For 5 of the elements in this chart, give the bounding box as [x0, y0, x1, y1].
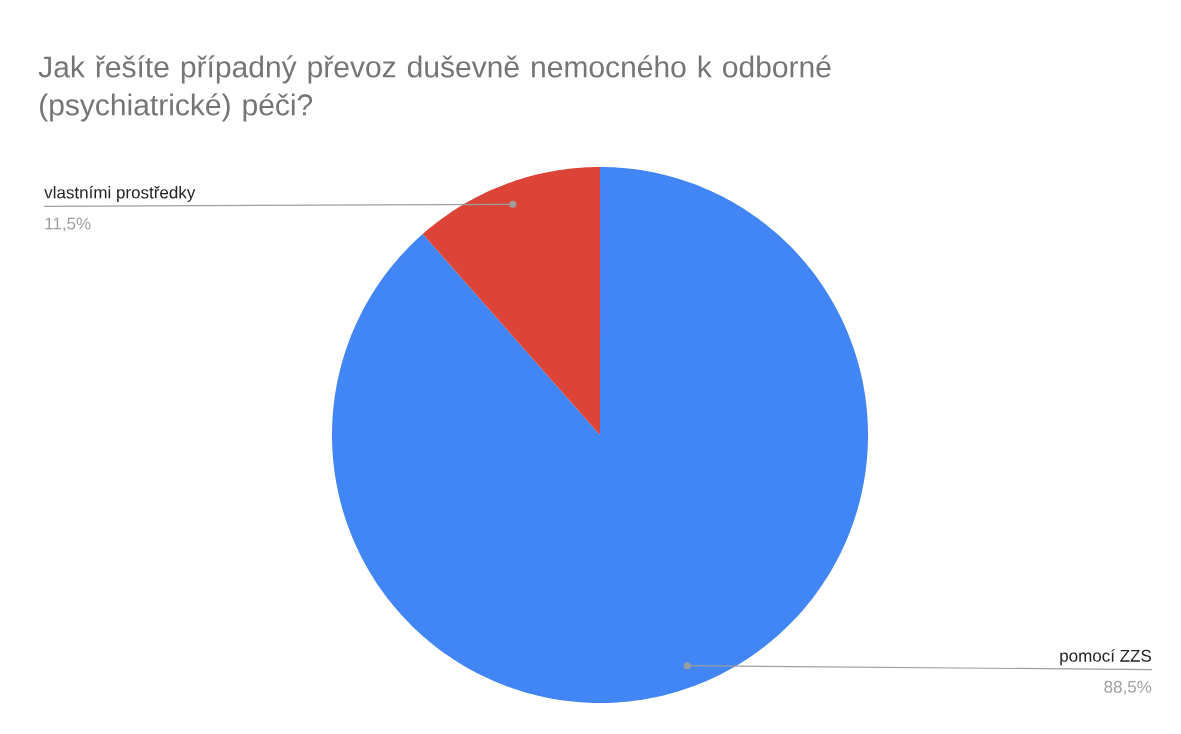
chart-title: Jak řešíte případný převoz duševně nemocného k odborné (psychiatrické) péči? — [38, 55, 831, 122]
slice-label: pomocí ZZS — [1060, 649, 1152, 666]
data-label: 88,5% — [1104, 680, 1152, 695]
slice-label: vlastními prostředky — [44, 185, 196, 202]
data-label: 11,5% — [45, 217, 91, 232]
